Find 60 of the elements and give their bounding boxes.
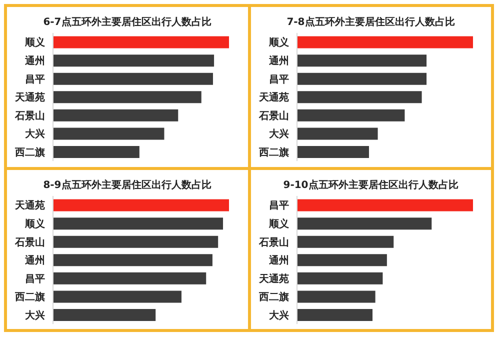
y-tick-label: 西二旗 — [258, 290, 289, 303]
y-tick-label: 昌平 — [268, 74, 289, 86]
y-tick-label: 天通苑 — [258, 92, 289, 104]
y-tick-label: 大兴 — [24, 128, 46, 140]
y-tick-label: 西二旗 — [258, 146, 289, 158]
bar — [296, 72, 426, 85]
bar — [53, 91, 202, 104]
bar — [296, 109, 404, 122]
y-tick-label: 石景山 — [14, 236, 46, 248]
chart-title: 9-10点五环外主要居住区出行人数占比 — [283, 178, 458, 192]
bar — [53, 272, 206, 284]
bar — [53, 109, 178, 122]
y-tick-label: 昌平 — [25, 273, 46, 284]
y-tick-label: 顺义 — [24, 217, 46, 230]
y-tick-label: 大兴 — [268, 128, 289, 140]
bar — [53, 36, 230, 48]
bar — [296, 54, 426, 67]
bar — [296, 290, 376, 302]
bar — [296, 36, 473, 48]
bar — [53, 198, 230, 211]
y-tick-label: 大兴 — [268, 308, 289, 321]
y-tick-label: 西二旗 — [14, 146, 46, 158]
chart-title: 8-9点五环外主要居住区出行人数占比 — [43, 178, 212, 192]
y-tick-label: 顺义 — [24, 36, 46, 49]
bar — [53, 235, 218, 248]
y-tick-label: 石景山 — [258, 110, 289, 122]
y-tick-label: 顺义 — [268, 36, 290, 49]
bar — [296, 217, 432, 230]
bar — [296, 272, 382, 284]
bar — [53, 254, 213, 266]
y-tick-label: 石景山 — [258, 236, 289, 248]
bar — [296, 198, 473, 211]
bar — [53, 72, 214, 85]
y-tick-label: 石景山 — [14, 110, 46, 122]
y-tick-label: 西二旗 — [14, 290, 46, 303]
bar — [53, 54, 214, 67]
y-tick-label: 昌平 — [268, 200, 289, 212]
chart-title: 6-7点五环外主要居住区出行人数占比 — [43, 15, 212, 29]
bar — [296, 235, 394, 248]
bar — [53, 290, 182, 302]
bar — [296, 308, 372, 321]
chart-title: 7-8点五环外主要居住区出行人数占比 — [286, 15, 455, 29]
y-tick-label: 通州 — [268, 54, 289, 67]
y-tick-label: 昌平 — [25, 74, 46, 86]
bar — [53, 128, 164, 140]
bar — [296, 146, 369, 158]
y-tick-label: 天通苑 — [14, 199, 46, 212]
y-tick-label: 天通苑 — [258, 272, 289, 284]
y-tick-label: 通州 — [268, 254, 289, 266]
bar — [296, 254, 387, 266]
bar — [296, 128, 378, 140]
y-tick-label: 顺义 — [268, 217, 290, 230]
bar — [53, 146, 140, 158]
bar — [53, 217, 224, 230]
y-tick-label: 天通苑 — [14, 92, 46, 104]
y-tick-label: 通州 — [24, 54, 46, 67]
y-tick-label: 通州 — [24, 254, 46, 266]
y-tick-label: 大兴 — [24, 308, 46, 321]
bar — [53, 308, 156, 321]
bar — [296, 91, 422, 104]
